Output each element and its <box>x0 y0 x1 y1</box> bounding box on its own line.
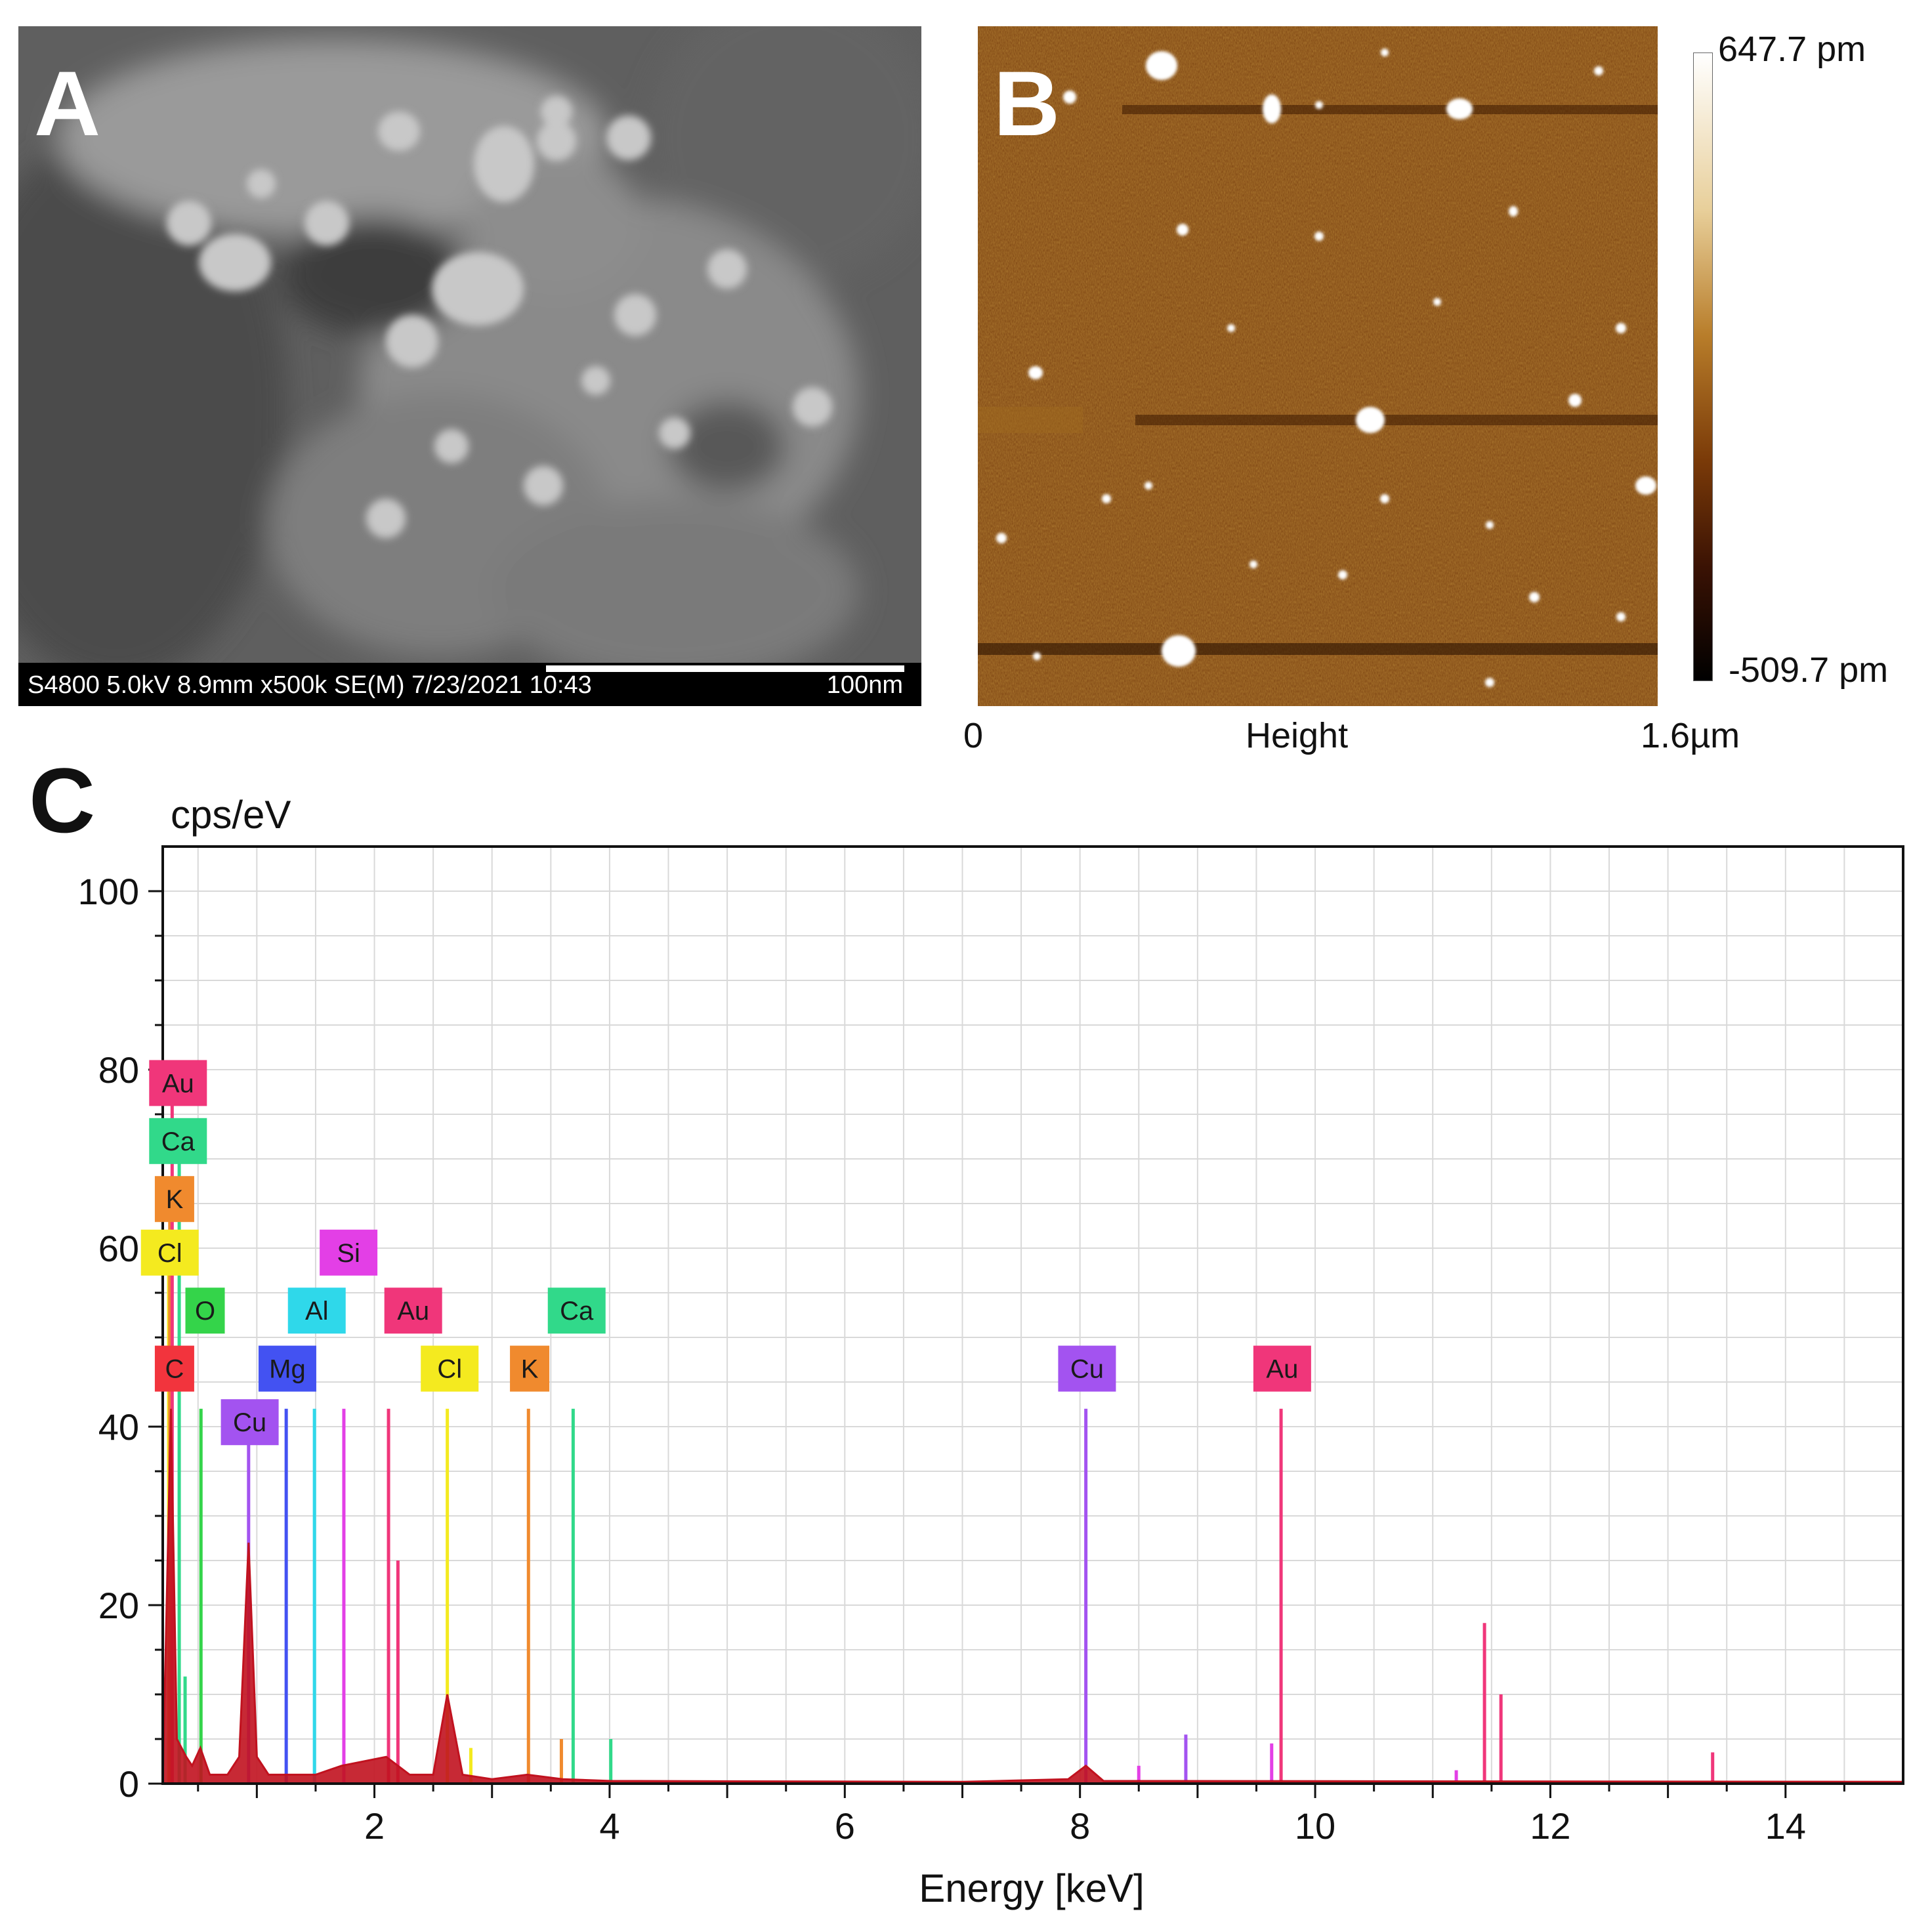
element-label-text: Cl <box>437 1355 462 1384</box>
x-tick-label: 6 <box>835 1805 855 1847</box>
sem-scale-bar <box>546 665 904 672</box>
sem-image <box>0 0 937 706</box>
element-label-ca: Ca <box>547 1288 606 1334</box>
colorbar-min-label: -509.7 pm <box>1729 650 1889 690</box>
element-label-cl: Cl <box>140 1229 199 1276</box>
x-tick-label: 10 <box>1295 1805 1335 1847</box>
x-axis-title: Energy [keV] <box>919 1866 1144 1910</box>
element-label-box <box>258 1345 316 1392</box>
panel-b-label: B <box>994 52 1060 155</box>
element-label-box <box>140 1229 199 1276</box>
sem-info-text: S4800 5.0kV 8.9mm x500k SE(M) 7/23/2021 … <box>28 671 592 699</box>
chart-axes: 2 4 6 8 10 12 14 0 20 40 60 80 100 <box>78 845 1904 1847</box>
y-tick-label: 100 <box>78 871 139 912</box>
afm-x-end-label: 1.6µm <box>1641 716 1740 755</box>
element-label-box <box>149 1118 207 1164</box>
element-label-box <box>1253 1345 1311 1392</box>
spectrum-fill <box>161 1408 1904 1785</box>
y-tick-label: 40 <box>98 1406 139 1448</box>
element-label-text: O <box>195 1297 215 1326</box>
element-labels: Au Ca K Cl OC Si Al Au Ca Mg Cl K Cu Cu Au <box>140 1060 1311 1446</box>
afm-x-start-label: 0 <box>963 716 984 755</box>
element-label-text: K <box>166 1185 184 1214</box>
sem-scale-text: 100nm <box>826 671 903 699</box>
element-label-si: Si <box>320 1229 378 1276</box>
element-label-box <box>287 1288 346 1334</box>
x-tick-label: 8 <box>1070 1805 1090 1847</box>
element-label-c: C <box>154 1345 194 1392</box>
element-label-box <box>547 1288 606 1334</box>
sem-micrograph: S4800 5.0kV 8.9mm x500k SE(M) 7/23/2021 … <box>0 0 937 706</box>
element-label-box <box>185 1288 225 1334</box>
element-label-text: Al <box>305 1297 329 1326</box>
x-tick-label: 4 <box>599 1805 620 1847</box>
x-tick-label: 2 <box>364 1805 385 1847</box>
x-tick-label: 12 <box>1530 1805 1570 1847</box>
element-label-cl: Cl <box>421 1345 479 1392</box>
afm-x-title: Height <box>1246 716 1349 755</box>
panel-c-label: C <box>29 749 96 852</box>
afm-height-image <box>978 26 1658 706</box>
element-label-text: Au <box>162 1069 194 1098</box>
element-label-al: Al <box>287 1288 346 1334</box>
element-peaks <box>167 1078 1715 1784</box>
afm-colorbar <box>1693 52 1713 681</box>
afm-image <box>978 26 1658 706</box>
element-label-au: Au <box>1253 1345 1311 1392</box>
y-tick-label: 0 <box>119 1763 139 1805</box>
element-label-box <box>384 1288 442 1334</box>
element-label-k: K <box>510 1345 550 1392</box>
element-label-au: Au <box>384 1288 442 1334</box>
element-label-box <box>149 1060 207 1106</box>
element-label-text: Cu <box>1070 1355 1104 1384</box>
sem-info-bar: S4800 5.0kV 8.9mm x500k SE(M) 7/23/2021 … <box>18 663 921 706</box>
chart-grid <box>163 847 1903 1784</box>
colorbar-max-label: 647.7 pm <box>1718 30 1866 69</box>
element-label-text: Si <box>337 1239 360 1268</box>
element-label-box <box>220 1399 279 1446</box>
element-label-cu: Cu <box>1058 1345 1116 1392</box>
element-label-text: Ca <box>161 1127 196 1156</box>
element-label-text: Mg <box>269 1355 306 1384</box>
element-label-text: K <box>521 1355 539 1384</box>
element-label-text: Ca <box>560 1297 594 1326</box>
eds-spectrum-chart: 2 4 6 8 10 12 14 0 20 40 60 80 100 Au Ca K Cl OC Si Al Au Ca… <box>78 793 1904 1910</box>
panel-a-label: A <box>34 52 101 155</box>
element-label-box <box>320 1229 378 1276</box>
y-axis-title: cps/eV <box>171 793 291 837</box>
element-label-box <box>154 1176 194 1223</box>
y-tick-label: 60 <box>98 1228 139 1269</box>
element-label-text: Cl <box>158 1239 182 1268</box>
element-label-text: Au <box>1266 1355 1298 1384</box>
plot-frame <box>161 845 1904 1785</box>
x-tick-label: 14 <box>1765 1805 1806 1847</box>
element-label-au: Au <box>149 1060 207 1106</box>
spectrum-area <box>161 1408 1904 1785</box>
element-label-o: O <box>185 1288 225 1334</box>
element-label-box <box>1058 1345 1116 1392</box>
element-label-cu: Cu <box>220 1399 279 1446</box>
element-label-mg: Mg <box>258 1345 316 1392</box>
element-label-text: C <box>165 1355 184 1384</box>
element-label-box <box>421 1345 479 1392</box>
y-tick-label: 80 <box>98 1049 139 1091</box>
element-label-text: Cu <box>233 1408 266 1437</box>
element-label-box <box>510 1345 550 1392</box>
element-label-k: K <box>154 1176 194 1223</box>
y-tick-label: 20 <box>98 1585 139 1626</box>
element-label-box <box>154 1345 194 1392</box>
element-label-ca: Ca <box>149 1118 207 1164</box>
element-label-text: Au <box>397 1297 429 1326</box>
